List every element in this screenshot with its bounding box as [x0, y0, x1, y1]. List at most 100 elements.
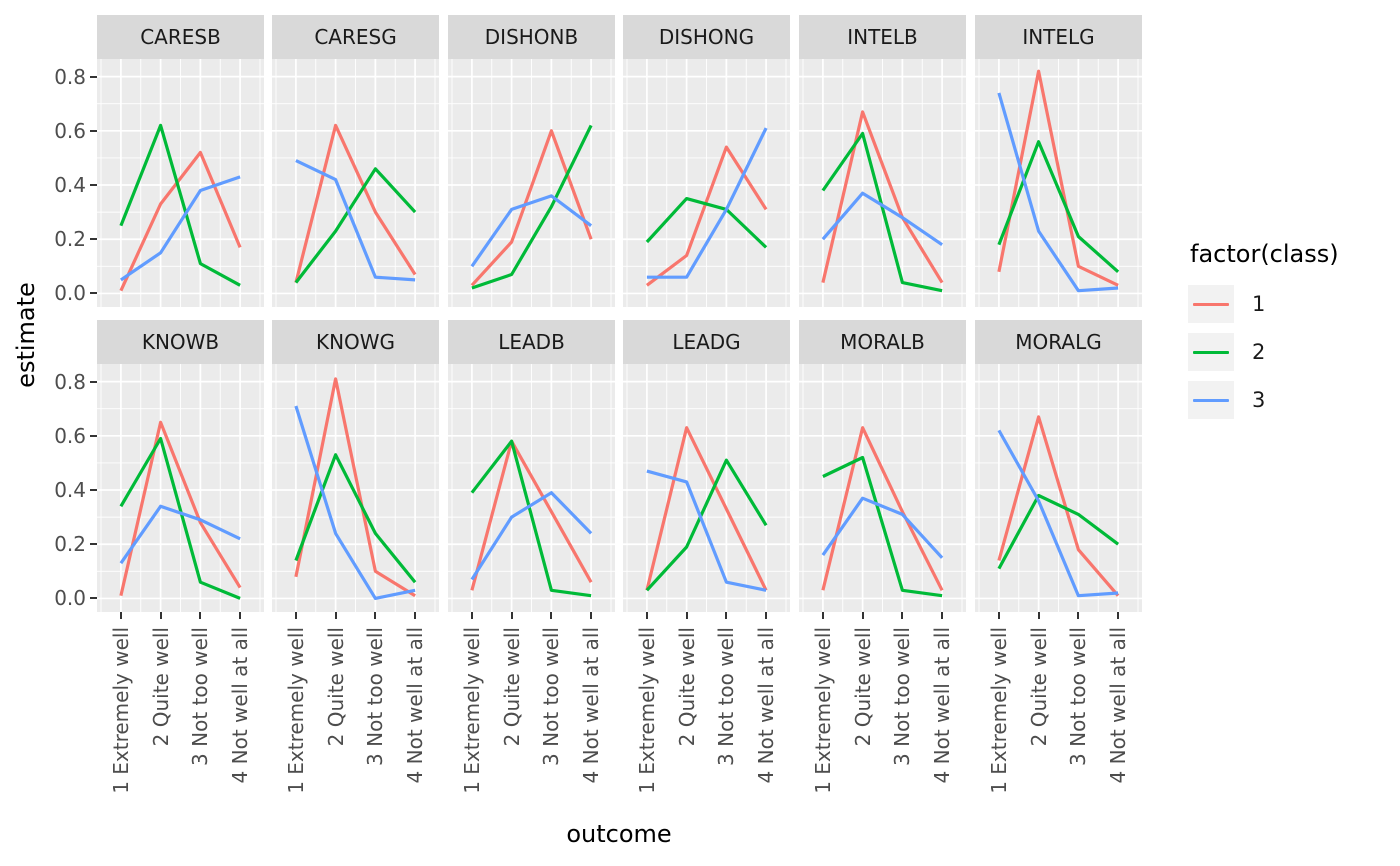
series-line-class2-CARESG — [294, 167, 417, 284]
x-tick-label: 4 Not well at all — [579, 627, 604, 784]
series-line-class3-KNOWG — [294, 405, 416, 600]
x-tick-mark — [239, 612, 242, 619]
facet-strip-CARESB: CARESB — [97, 15, 264, 59]
legend-key-line-class1 — [1193, 302, 1229, 306]
facet-strip-MORALG: MORALG — [975, 320, 1142, 364]
y-tick-label: 0.8 — [54, 64, 86, 89]
series-line-class1-INTELG — [997, 69, 1119, 287]
x-tick-mark — [119, 612, 122, 619]
facet-canvas-CARESB — [97, 59, 264, 307]
x-tick-mark — [590, 612, 593, 619]
facet-strip-LEADB: LEADB — [448, 320, 615, 364]
series-line-class3-CARESG — [295, 159, 416, 282]
x-tick-mark — [685, 612, 688, 619]
x-axis-title: outcome — [566, 820, 672, 848]
series-line-class3-KNOWB — [119, 504, 241, 565]
series-line-class3-LEADG — [646, 469, 767, 592]
x-tick-label: 3 Not too well — [188, 627, 213, 766]
facet-panel-MORALG — [975, 364, 1142, 612]
x-tick-mark — [1037, 612, 1040, 619]
series-line-class2-KNOWG — [294, 453, 417, 584]
facet-strip-KNOWB: KNOWB — [97, 320, 264, 364]
x-tick-mark — [159, 612, 162, 619]
series-line-class3-INTELG — [997, 92, 1119, 293]
x-tick-label: 2 Quite well — [499, 627, 524, 747]
x-tick-mark — [414, 612, 417, 619]
facet-strip-DISHONB: DISHONB — [448, 15, 615, 59]
facet-panel-DISHONB — [448, 59, 615, 307]
series-line-class3-DISHONG — [646, 127, 768, 279]
facet-canvas-INTELG — [975, 59, 1142, 307]
x-tick-label: 3 Not too well — [1066, 627, 1091, 766]
y-tick-mark — [90, 75, 97, 78]
facet-panel-DISHONG — [623, 59, 790, 307]
facet-panel-LEADB — [448, 364, 615, 612]
x-tick-label: 2 Quite well — [674, 627, 699, 747]
x-tick-label: 1 Extremely well — [634, 627, 659, 794]
x-tick-label: 2 Quite well — [323, 627, 348, 747]
series-line-class3-LEADB — [470, 491, 593, 581]
y-tick-label: 0.0 — [54, 586, 86, 611]
y-tick-label: 0.4 — [54, 173, 86, 198]
x-tick-label: 4 Not well at all — [228, 627, 253, 784]
x-tick-label: 1 Extremely well — [283, 627, 308, 794]
facet-panel-LEADG — [623, 364, 790, 612]
x-tick-mark — [374, 612, 377, 619]
x-tick-mark — [941, 612, 944, 619]
y-tick-mark — [90, 129, 97, 132]
x-tick-mark — [861, 612, 864, 619]
facet-canvas-DISHONG — [623, 59, 790, 307]
series-line-class2-KNOWB — [119, 436, 241, 600]
series-line-class1-DISHONB — [470, 129, 593, 287]
x-tick-mark — [334, 612, 337, 619]
y-tick-label: 0.2 — [54, 227, 86, 252]
x-tick-label: 2 Quite well — [148, 627, 173, 747]
x-tick-mark — [725, 612, 728, 619]
x-tick-mark — [294, 612, 297, 619]
x-tick-label: 1 Extremely well — [986, 627, 1011, 794]
facet-strip-MORALB: MORALB — [799, 320, 966, 364]
series-line-class1-MORALB — [821, 426, 944, 592]
x-tick-label: 4 Not well at all — [930, 627, 955, 784]
facet-strip-DISHONG: DISHONG — [623, 15, 790, 59]
facet-strip-CARESG: CARESG — [272, 15, 439, 59]
x-tick-mark — [645, 612, 648, 619]
facet-canvas-MORALB — [799, 364, 966, 612]
x-tick-mark — [821, 612, 824, 619]
x-tick-mark — [1117, 612, 1120, 619]
y-tick-label: 0.6 — [54, 423, 86, 448]
legend-label-class3: 3 — [1252, 388, 1266, 412]
series-line-class2-INTELB — [821, 131, 943, 293]
x-tick-label: 1 Extremely well — [810, 627, 835, 794]
facet-panel-KNOWB — [97, 364, 264, 612]
y-tick-mark — [90, 292, 97, 295]
y-tick-mark — [90, 489, 97, 492]
series-line-class1-CARESB — [119, 150, 242, 292]
x-tick-label: 1 Extremely well — [459, 627, 484, 794]
series-line-class1-KNOWB — [119, 420, 242, 597]
x-tick-label: 4 Not well at all — [403, 627, 428, 784]
series-line-class1-INTELB — [821, 110, 944, 284]
series-line-class1-DISHONG — [645, 145, 768, 287]
x-tick-mark — [997, 612, 1000, 619]
x-tick-mark — [510, 612, 513, 619]
y-tick-label: 0.2 — [54, 532, 86, 557]
series-line-class2-DISHONG — [645, 197, 768, 249]
legend-title: factor(class) — [1190, 240, 1339, 268]
facet-canvas-DISHONB — [448, 59, 615, 307]
y-tick-label: 0.6 — [54, 118, 86, 143]
y-tick-mark — [90, 184, 97, 187]
y-tick-mark — [90, 380, 97, 383]
x-tick-label: 3 Not too well — [539, 627, 564, 766]
legend-key-class3 — [1188, 381, 1234, 419]
legend-key-class2 — [1188, 333, 1234, 371]
series-line-class2-DISHONB — [471, 124, 593, 290]
series-line-class1-KNOWG — [294, 377, 416, 598]
facet-strip-LEADG: LEADG — [623, 320, 790, 364]
y-tick-mark — [90, 238, 97, 241]
facet-canvas-CARESG — [272, 59, 439, 307]
x-tick-mark — [765, 612, 768, 619]
series-line-class1-CARESG — [294, 123, 417, 283]
x-tick-label: 4 Not well at all — [754, 627, 779, 784]
